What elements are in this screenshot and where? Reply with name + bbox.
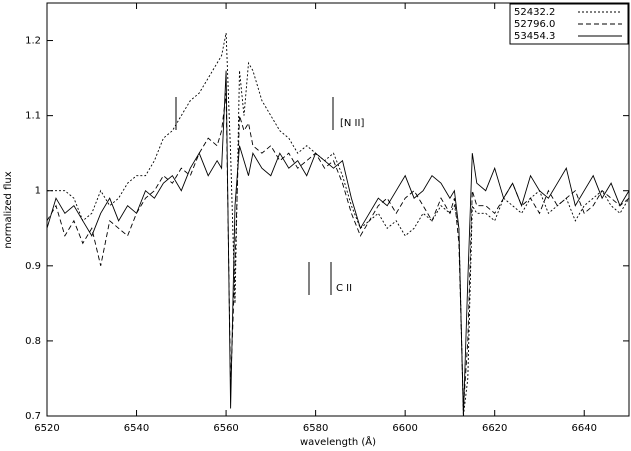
- y-tick-label: 1.2: [25, 36, 41, 47]
- x-tick-label: 6540: [124, 423, 149, 434]
- x-tick-label: 6520: [34, 423, 59, 434]
- y-tick-label: 0.8: [25, 336, 41, 347]
- spectrum-line: [47, 93, 629, 409]
- y-tick-label: 1: [35, 186, 41, 197]
- annotation: [N II]: [340, 118, 364, 129]
- x-tick-label: 6560: [213, 423, 238, 434]
- plot-frame: [46, 2, 630, 417]
- x-tick-label: 6600: [392, 423, 417, 434]
- x-tick-label: 6580: [303, 423, 328, 434]
- legend-box: [509, 3, 629, 45]
- spectrum-line: [47, 32, 629, 416]
- x-tick-label: 6620: [482, 423, 507, 434]
- x-axis-label: wavelength (Å): [300, 435, 376, 448]
- annotation: C II: [336, 283, 352, 294]
- legend-label: 52796.0: [514, 19, 555, 30]
- legend-label: 52432.2: [514, 7, 555, 18]
- x-tick-label: 6640: [572, 423, 597, 434]
- y-tick-label: 1.1: [25, 111, 41, 122]
- y-tick-label: 0.9: [25, 261, 41, 272]
- spectrum-line: [47, 70, 629, 416]
- y-tick-label: 0.7: [25, 411, 41, 422]
- y-axis-label: normalized flux: [3, 171, 14, 248]
- legend-label: 53454.3: [514, 31, 555, 42]
